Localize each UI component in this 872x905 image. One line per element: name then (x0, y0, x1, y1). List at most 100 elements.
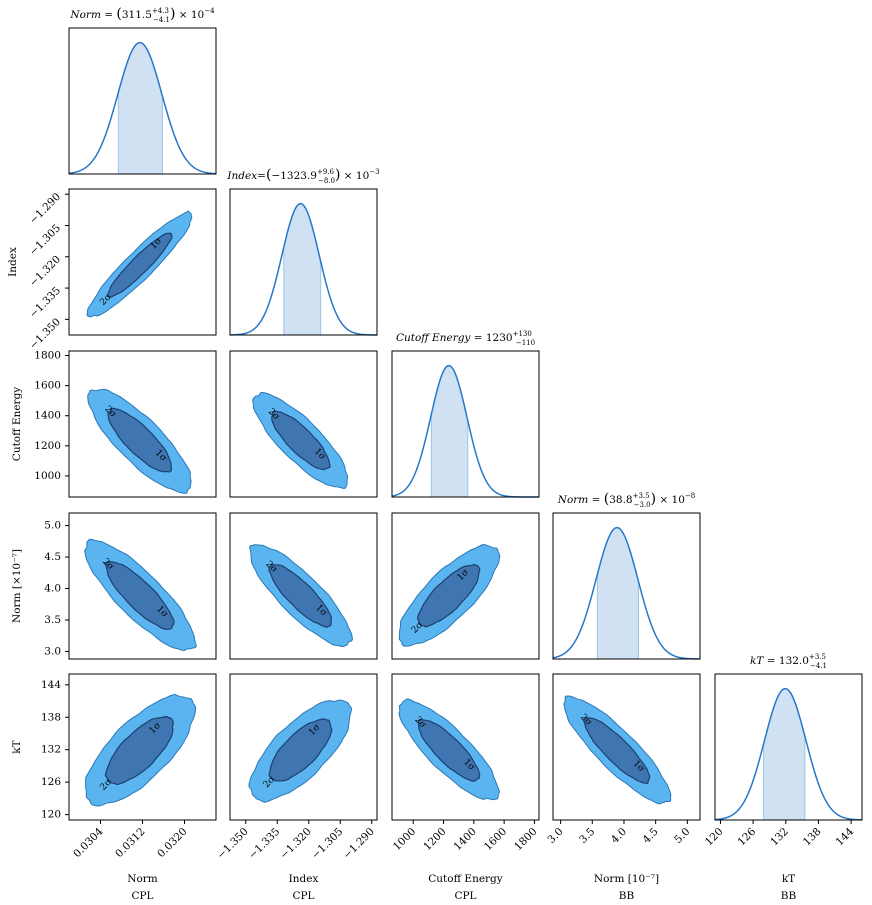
y-tick-label: 4.0 (44, 583, 61, 595)
x-tick-label: 1800 (512, 826, 539, 853)
title-close-paren: ) (651, 491, 656, 507)
title-close-paren: ) (170, 6, 175, 22)
marginal-curve-index_cpl (229, 202, 378, 336)
title-equals: = (470, 332, 485, 344)
y-tick-label: 1400 (34, 410, 61, 422)
y-tick-label: 3.5 (44, 614, 61, 626)
x-tick-label: 126 (736, 825, 759, 848)
y-tick-label: 4.5 (44, 551, 61, 563)
title-lower-error: −4.1 (810, 662, 827, 670)
panel-frame (229, 673, 378, 821)
panel-frame (391, 512, 540, 660)
x-axis-kt_bb: 120 126 132 138 144 kT BB (703, 820, 857, 902)
contour-1sigma (270, 410, 331, 471)
y-tick-label: −1.290 (27, 191, 63, 227)
x-tick-label: 138 (801, 826, 824, 849)
y-tick-label: 1600 (34, 380, 61, 392)
title-equals: = (257, 170, 266, 182)
title-exponent: −4 (204, 7, 215, 15)
title-upper-error: +4.3 (152, 7, 169, 15)
title-upper-error: +9.6 (317, 168, 335, 176)
y-axis-kt_bb: 120 126 132 138 144 kT (11, 679, 69, 821)
x-tick-label: 5.0 (672, 826, 692, 846)
x-tick-label: 0.0304 (71, 825, 106, 860)
x-axis-group-kt_bb: BB (781, 890, 797, 902)
x-tick-label: 0.0312 (113, 826, 147, 860)
credible-interval-norm_cpl (118, 42, 163, 175)
x-tick-label: 1000 (391, 826, 418, 853)
marginal-title-index_cpl: Index=(−1323.9+9.6 −8.0) × 10−3 (226, 167, 379, 185)
x-axis-norm_cpl: 0.0304 0.0312 0.0320 Norm CPL (71, 820, 190, 902)
x-tick-label: 4.5 (640, 826, 660, 846)
x-axis-title-ecut_cpl: Cutoff Energy (428, 873, 503, 885)
contour-1sigma (268, 563, 333, 628)
panel-frame (68, 27, 217, 175)
x-axis-title-norm_cpl: Norm (127, 873, 158, 885)
x-tick-label: 1200 (421, 826, 448, 853)
x-tick-label: −1.305 (309, 826, 345, 862)
y-tick-label: 144 (41, 679, 61, 691)
marginal-title-norm_cpl: Norm = (311.5+4.3 −4.1) × 10−4 (69, 6, 215, 24)
y-tick-label: −1.335 (27, 285, 63, 321)
x-tick-label: 144 (834, 825, 857, 848)
x-axis-title-norm_bb: Norm [10⁻⁷] (594, 873, 659, 885)
panel-frame (552, 673, 701, 821)
x-tick-label: 4.0 (609, 826, 629, 846)
title-value: −1323.9 (271, 170, 317, 182)
x-tick-label: 3.0 (545, 826, 565, 846)
x-tick-label: −1.290 (341, 826, 377, 862)
marginal-panel-ecut_cpl: Cutoff Energy = 1230+130 −110 (391, 330, 540, 498)
contour-1sigma (417, 719, 481, 782)
contour-1sigma (105, 561, 175, 631)
x-axis-title-index_cpl: Index (289, 873, 319, 885)
x-axis-group-norm_cpl: CPL (131, 890, 153, 902)
y-tick-label: 1800 (34, 350, 61, 362)
title-lower-error: −110 (516, 339, 535, 347)
marginal-curve-kt_bb (714, 687, 863, 821)
title-open-paren: ( (604, 491, 609, 507)
x-tick-label: 120 (703, 826, 726, 849)
y-tick-label: −1.320 (27, 253, 63, 289)
title-exponent: −3 (369, 168, 379, 176)
panel-frame (229, 188, 378, 336)
panel-frame (552, 512, 701, 660)
title-symbol: Norm (69, 9, 101, 21)
x-tick-label: 1600 (482, 826, 509, 853)
marginal-title-kt_bb: kT = 132.0+3.5 −4.1 (750, 653, 827, 670)
title-exponent: −8 (685, 492, 695, 500)
title-equals: = (588, 494, 603, 506)
x-axis-title-kt_bb: kT (782, 873, 795, 885)
credible-interval-kt_bb (763, 688, 805, 820)
title-scale: × 10 (656, 494, 685, 506)
x-axis-index_cpl: −1.350−1.335−1.320−1.305−1.290 Index CPL (215, 820, 377, 902)
y-axis-ecut_cpl: 1000 1200 1400 1600 1800 Cutoff Energy (11, 350, 69, 482)
x-tick-label: 132 (768, 826, 791, 849)
panel-frame (68, 188, 217, 336)
credible-interval-index_cpl (283, 203, 321, 335)
panel-frame (391, 350, 540, 498)
x-tick-label: −1.350 (215, 826, 251, 862)
panel-frame (391, 673, 540, 821)
y-tick-label: 132 (41, 744, 61, 756)
x-tick-label: −1.320 (278, 826, 314, 862)
title-symbol: Index (226, 170, 257, 182)
title-symbol: Cutoff Energy (396, 332, 471, 344)
panel-frame (229, 512, 378, 660)
y-tick-label: −1.305 (27, 222, 63, 258)
x-tick-label: 0.0320 (155, 826, 189, 860)
contour-1sigma (106, 232, 173, 298)
x-axis-ecut_cpl: 1000 1200 1400 1600 1800 Cutoff Energy CPL (391, 820, 540, 902)
x-tick-label: −1.335 (246, 826, 282, 862)
y-tick-label: 126 (41, 776, 61, 788)
title-lower-error: −3.0 (634, 501, 651, 509)
y-axis-title-ecut_cpl: Cutoff Energy (11, 387, 23, 462)
title-close-paren: ) (335, 167, 340, 183)
x-tick-label: 1400 (452, 826, 479, 853)
